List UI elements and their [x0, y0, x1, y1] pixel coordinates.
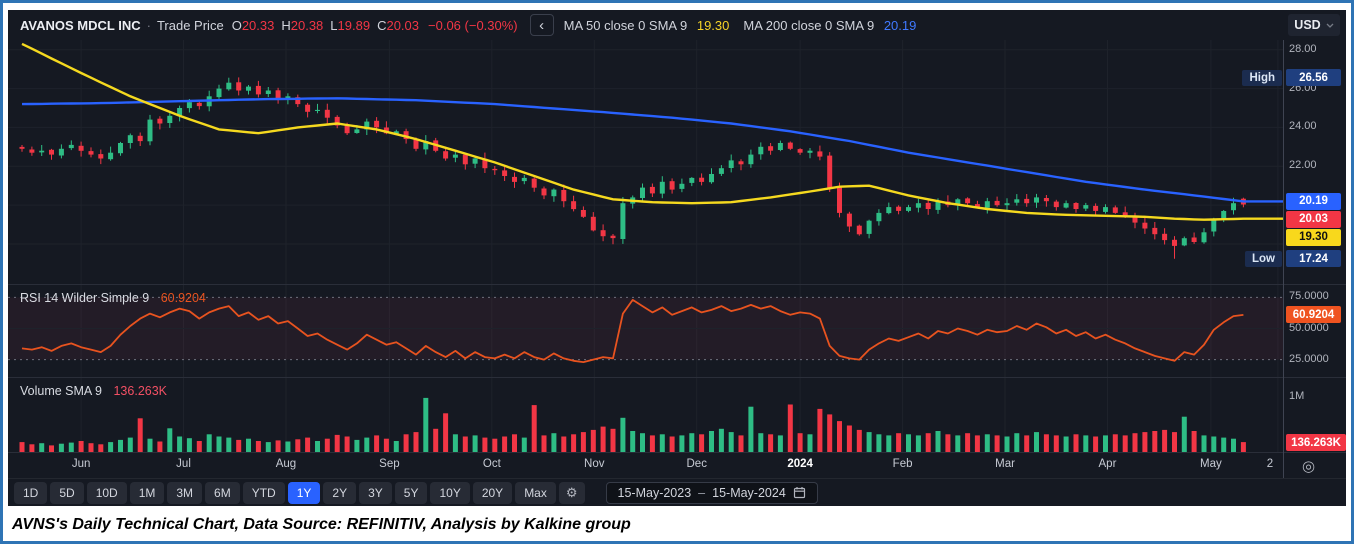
- series-label: Trade Price: [156, 17, 224, 33]
- rsi-pane-canvas[interactable]: [8, 285, 1283, 377]
- last-price-badge: 20.03: [1286, 210, 1341, 228]
- currency-label: USD: [1294, 18, 1321, 32]
- ma50-legend[interactable]: MA 50 close 0 SMA 9 19.30: [564, 18, 730, 33]
- ohlc-values: O20.33 H20.38 L19.89 C20.03: [232, 18, 426, 33]
- chevron-left-icon[interactable]: ‹: [529, 14, 554, 36]
- rsi-axis-label: 25.0000: [1289, 352, 1329, 365]
- ma200-value: 20.19: [883, 17, 917, 33]
- time-axis[interactable]: Jun Jul Aug Sep Oct Nov Dec 2024 Feb Mar Apr May: [8, 452, 1283, 478]
- ohlc-l: L19.89: [330, 17, 371, 33]
- date-from: 15-May-2023: [617, 485, 692, 500]
- range-button-max[interactable]: Max: [515, 481, 556, 504]
- ohlc-c: C20.03: [377, 17, 420, 33]
- range-button-3m[interactable]: 3M: [167, 481, 203, 504]
- chevron-down-icon: [1326, 23, 1334, 28]
- rsi-axis-label: 50.0000: [1289, 321, 1329, 334]
- ma200-price-badge: 20.19: [1286, 192, 1341, 210]
- volume-title: Volume SMA 9: [20, 384, 102, 398]
- time-axis-label-dec: Dec: [686, 458, 707, 470]
- date-to: 15-May-2024: [712, 485, 786, 500]
- volume-legend[interactable]: Volume SMA 9 136.263K: [20, 384, 167, 398]
- range-button-5d[interactable]: 5D: [50, 481, 84, 504]
- chart-header: AVANOS MDCL INC · Trade Price O20.33 H20.…: [8, 10, 1290, 40]
- high-value-badge: 26.56: [1286, 69, 1341, 87]
- ma200-legend[interactable]: MA 200 close 0 SMA 9 20.19: [743, 18, 916, 33]
- separator-dot: ·: [146, 17, 151, 33]
- time-axis-label-may: May: [1200, 458, 1222, 470]
- time-axis-label-apr: Apr: [1098, 458, 1117, 470]
- ma200-label: MA 200 close 0 SMA 9: [743, 17, 875, 33]
- high-word-chip: High: [1242, 69, 1282, 86]
- time-axis-label-oct: Oct: [482, 458, 501, 470]
- scales-settings-icon[interactable]: ◎: [1302, 458, 1316, 475]
- pane-divider: [8, 452, 1346, 453]
- rsi-legend[interactable]: RSI 14 Wilder Simple 9 60.9204: [20, 291, 206, 305]
- ma50-value: 19.30: [696, 17, 730, 33]
- range-button-2y[interactable]: 2Y: [323, 481, 357, 504]
- price-pane-canvas[interactable]: [8, 40, 1283, 284]
- ma50-label: MA 50 close 0 SMA 9: [563, 17, 688, 33]
- range-button-ytd[interactable]: YTD: [242, 481, 285, 504]
- gear-icon[interactable]: ⚙: [558, 481, 585, 504]
- ohlc-o: O20.33: [231, 17, 275, 33]
- time-axis-label-aug: Aug: [275, 458, 297, 470]
- rsi-title: RSI 14 Wilder Simple 9: [20, 291, 150, 305]
- chart-caption: AVNS's Daily Technical Chart, Data Sourc…: [8, 508, 1351, 541]
- rsi-value-badge: 60.9204: [1286, 306, 1341, 324]
- price-axis-label: 24.00: [1289, 120, 1317, 133]
- range-button-20y[interactable]: 20Y: [472, 481, 513, 504]
- range-buttons: 1D 5D 10D 1M 3M 6M YTD 1Y 2Y 3Y 5Y 10Y 20Y Max: [14, 481, 556, 504]
- pane-divider[interactable]: [8, 377, 1346, 378]
- range-button-1d[interactable]: 1D: [14, 481, 48, 504]
- currency-select[interactable]: USD: [1288, 14, 1340, 36]
- date-range-dash: –: [698, 485, 706, 500]
- volume-pane-canvas[interactable]: [8, 378, 1283, 452]
- time-axis-label-jun: Jun: [71, 458, 91, 470]
- range-button-1m[interactable]: 1M: [129, 481, 165, 504]
- range-button-6m[interactable]: 6M: [205, 481, 240, 504]
- date-range-picker[interactable]: 15-May-2023 – 15-May-2024: [605, 481, 818, 504]
- price-axis-label: 28.00: [1289, 42, 1317, 55]
- change-value: −0.06 (−0.30%): [428, 17, 518, 33]
- time-axis-label-jul: Jul: [176, 458, 191, 470]
- ohlc-h: H20.38: [281, 17, 324, 33]
- time-axis-cut-label: 2: [1266, 458, 1274, 470]
- volume-axis-label: 1M: [1289, 389, 1305, 402]
- range-button-3y[interactable]: 3Y: [359, 481, 392, 504]
- time-axis-label-feb: Feb: [892, 458, 913, 470]
- price-axis-separator[interactable]: [1283, 40, 1284, 478]
- price-axis-label: 22.00: [1289, 159, 1317, 172]
- symbol-name: AVANOS MDCL INC: [20, 17, 141, 33]
- range-toolbar: 1D 5D 10D 1M 3M 6M YTD 1Y 2Y 3Y 5Y 10Y 20Y Max ⚙ 15-M…: [8, 478, 1346, 506]
- low-word-chip: Low: [1245, 250, 1282, 267]
- time-axis-label-mar: Mar: [995, 458, 1015, 470]
- low-value-badge: 17.24: [1286, 250, 1341, 268]
- time-axis-label-nov: Nov: [584, 458, 605, 470]
- chart-stage: AVANOS MDCL INC · Trade Price O20.33 H20.…: [8, 10, 1346, 506]
- time-axis-label-sep: Sep: [379, 458, 400, 470]
- volume-value-badge: 136.263K: [1286, 434, 1346, 451]
- range-button-5y[interactable]: 5Y: [394, 481, 428, 504]
- range-button-1y[interactable]: 1Y: [287, 481, 321, 504]
- range-button-10d[interactable]: 10D: [86, 481, 127, 504]
- time-axis-label-2024: 2024: [787, 458, 813, 470]
- rsi-value: 60.9204: [160, 291, 206, 305]
- rsi-axis-label: 75.0000: [1289, 290, 1329, 303]
- ma50-price-badge: 19.30: [1286, 228, 1341, 246]
- volume-value: 136.263K: [113, 384, 168, 398]
- pane-divider[interactable]: [8, 284, 1346, 285]
- calendar-icon: [793, 487, 805, 499]
- range-button-10y[interactable]: 10Y: [430, 481, 470, 504]
